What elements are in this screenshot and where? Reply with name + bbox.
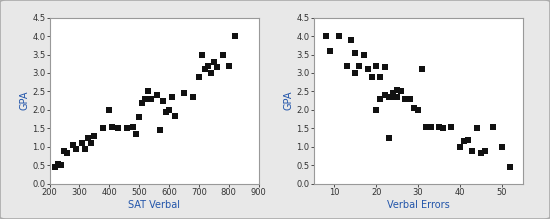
Point bbox=[123, 127, 131, 130]
Point bbox=[346, 38, 355, 41]
Point bbox=[147, 97, 156, 101]
Point bbox=[51, 166, 60, 169]
Point bbox=[189, 95, 197, 99]
Point bbox=[212, 66, 221, 69]
Point bbox=[218, 53, 227, 56]
X-axis label: Verbal Errors: Verbal Errors bbox=[387, 200, 449, 210]
Point bbox=[384, 136, 393, 140]
Point bbox=[422, 125, 431, 128]
Point bbox=[131, 132, 140, 136]
Point bbox=[447, 125, 456, 128]
Point bbox=[384, 95, 393, 99]
Point bbox=[129, 125, 138, 128]
Point bbox=[372, 108, 381, 112]
Point bbox=[393, 88, 402, 91]
Point bbox=[164, 108, 173, 112]
Point bbox=[439, 127, 448, 130]
Point bbox=[200, 67, 209, 71]
Point bbox=[78, 141, 87, 145]
Point bbox=[468, 149, 477, 152]
Point bbox=[455, 145, 464, 149]
Point bbox=[60, 149, 69, 152]
Point bbox=[194, 75, 203, 78]
Point bbox=[63, 151, 72, 154]
Point bbox=[497, 145, 506, 149]
Point bbox=[170, 114, 179, 117]
Point bbox=[206, 71, 215, 75]
Point bbox=[409, 106, 418, 110]
X-axis label: SAT Verbal: SAT Verbal bbox=[128, 200, 180, 210]
Point bbox=[476, 151, 485, 154]
Point bbox=[105, 108, 114, 112]
Point bbox=[376, 75, 385, 78]
Point bbox=[204, 64, 212, 67]
Point bbox=[505, 166, 514, 169]
Point bbox=[351, 71, 360, 75]
Point bbox=[405, 97, 414, 101]
Point bbox=[481, 149, 490, 152]
Point bbox=[414, 108, 422, 112]
Point bbox=[322, 34, 331, 38]
Point bbox=[90, 134, 98, 138]
Point bbox=[426, 125, 435, 128]
Point bbox=[351, 51, 360, 54]
Point bbox=[138, 101, 146, 104]
Point bbox=[388, 95, 397, 99]
Point bbox=[135, 116, 144, 119]
Point bbox=[376, 97, 385, 101]
Point bbox=[81, 147, 90, 151]
Point bbox=[197, 53, 206, 56]
Point bbox=[179, 92, 188, 95]
Y-axis label: GPA: GPA bbox=[19, 91, 29, 111]
Point bbox=[99, 127, 108, 130]
Point bbox=[380, 66, 389, 69]
Point bbox=[434, 125, 443, 128]
Point bbox=[355, 64, 364, 67]
Point bbox=[401, 97, 410, 101]
Point bbox=[87, 141, 96, 145]
Point bbox=[152, 94, 161, 97]
Point bbox=[114, 127, 123, 130]
Point bbox=[367, 75, 376, 78]
Point bbox=[364, 67, 372, 71]
Point bbox=[380, 94, 389, 97]
Point bbox=[210, 60, 218, 64]
Point bbox=[334, 34, 343, 38]
Point bbox=[224, 64, 233, 67]
Point bbox=[230, 34, 239, 38]
Point bbox=[460, 140, 469, 143]
Point bbox=[57, 164, 66, 167]
Point bbox=[168, 95, 177, 99]
Point bbox=[54, 162, 63, 165]
Point bbox=[393, 95, 402, 99]
Point bbox=[162, 110, 170, 114]
Point bbox=[464, 138, 472, 141]
Point bbox=[489, 125, 498, 128]
Point bbox=[372, 64, 381, 67]
Point bbox=[69, 143, 78, 147]
Point bbox=[388, 92, 397, 95]
Point bbox=[144, 90, 152, 93]
Point bbox=[472, 127, 481, 130]
Point bbox=[72, 147, 81, 151]
Point bbox=[141, 97, 150, 101]
Point bbox=[326, 49, 334, 53]
Point bbox=[343, 64, 351, 67]
Point bbox=[84, 136, 93, 140]
Point bbox=[108, 125, 117, 128]
Point bbox=[359, 53, 368, 56]
Point bbox=[158, 99, 167, 102]
Point bbox=[418, 67, 427, 71]
Y-axis label: GPA: GPA bbox=[283, 91, 293, 111]
Point bbox=[156, 129, 164, 132]
Point bbox=[397, 90, 406, 93]
